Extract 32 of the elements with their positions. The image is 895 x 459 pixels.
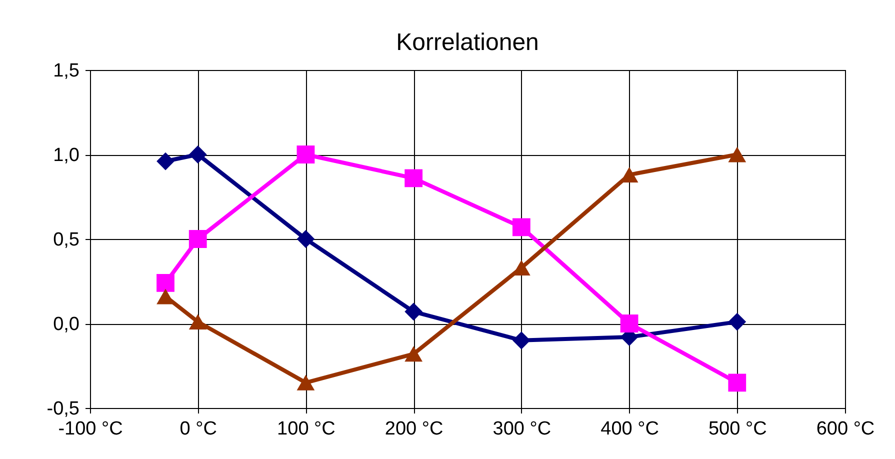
point [188, 230, 207, 248]
point [404, 302, 423, 321]
x-tick-label: 0 °C [180, 418, 217, 440]
x-tick-label: 400 °C [600, 418, 659, 440]
x-tick-label: 300 °C [492, 418, 552, 440]
point [188, 314, 207, 330]
x-tick-label: -100 °C [58, 418, 123, 440]
x-tick-label: 200 °C [384, 418, 444, 440]
point [620, 314, 638, 332]
y-tick-label: 0,5 [53, 230, 80, 250]
y-tick-label: 1,0 [53, 145, 80, 166]
point [188, 146, 207, 164]
point [156, 288, 174, 304]
point [728, 146, 746, 162]
point [296, 146, 315, 164]
point [404, 169, 423, 188]
x-tick-label: 600 °C [816, 418, 875, 440]
point [404, 346, 423, 362]
chart-title: Korrelationen [396, 29, 539, 56]
point [156, 152, 174, 170]
y-tick-label: 0,0 [53, 314, 80, 335]
point [512, 331, 530, 350]
point [728, 312, 746, 331]
x-tick-label: 100 °C [277, 418, 336, 440]
y-tick-label: -0,5 [46, 398, 80, 420]
point [156, 274, 174, 292]
point [296, 230, 315, 248]
point [512, 218, 530, 236]
x-tick-label: 500 °C [708, 418, 767, 440]
point [296, 374, 315, 390]
point [728, 374, 746, 392]
y-tick-label: 1,5 [53, 60, 80, 82]
